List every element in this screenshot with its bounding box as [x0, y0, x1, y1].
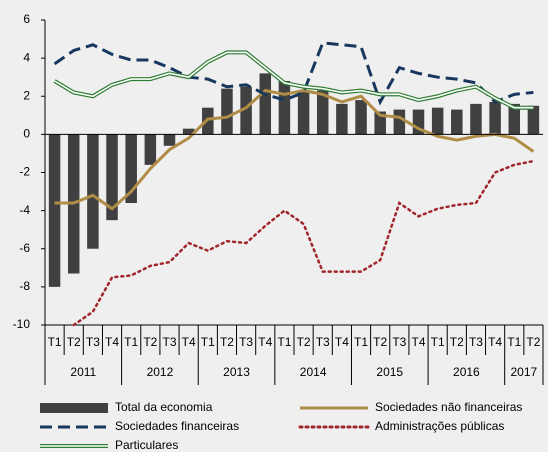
y-tick-label: -4 — [19, 203, 30, 217]
year-label: 2011 — [70, 365, 96, 379]
bar — [240, 86, 252, 135]
bar — [355, 100, 367, 135]
bar — [431, 107, 444, 135]
x-tick-label: T2 — [67, 335, 81, 349]
bar — [374, 111, 386, 135]
x-tick-label: T1 — [201, 335, 215, 349]
bar — [259, 73, 272, 135]
x-tick-label: T4 — [335, 335, 349, 349]
y-tick-label: -6 — [19, 241, 30, 255]
x-tick-label: T3 — [469, 335, 483, 349]
bar — [489, 101, 501, 135]
year-label: 2015 — [376, 365, 403, 379]
bar — [508, 103, 521, 135]
bar — [297, 90, 310, 135]
year-label: 2017 — [510, 365, 537, 379]
bar — [316, 90, 329, 135]
bar — [393, 109, 406, 135]
bar — [125, 134, 137, 203]
y-tick-label: 0 — [23, 127, 30, 141]
bar — [48, 134, 61, 287]
x-tick-label: T2 — [450, 335, 464, 349]
x-tick-label: T2 — [143, 335, 157, 349]
x-tick-label: T1 — [507, 335, 521, 349]
x-tick-label: T3 — [316, 335, 330, 349]
x-tick-label: T1 — [277, 335, 291, 349]
y-tick-label: -2 — [19, 165, 30, 179]
y-tick-label: -8 — [19, 279, 30, 293]
x-tick-label: T1 — [48, 335, 62, 349]
x-tick-label: T1 — [354, 335, 368, 349]
bar — [527, 105, 540, 135]
x-tick-label: T4 — [105, 335, 119, 349]
x-tick-label: T3 — [392, 335, 406, 349]
line-series — [53, 41, 534, 106]
x-tick-label: T2 — [220, 335, 234, 349]
legend-swatch — [40, 403, 108, 413]
year-label: 2013 — [223, 365, 250, 379]
bar — [221, 88, 233, 135]
x-tick-label: T2 — [297, 335, 311, 349]
year-label: 2012 — [147, 365, 174, 379]
bar — [163, 134, 176, 146]
x-tick-label: T4 — [182, 335, 196, 349]
x-tick-label: T1 — [124, 335, 138, 349]
y-tick-label: 6 — [23, 12, 30, 26]
y-tick-label: 2 — [23, 88, 30, 102]
bar — [182, 128, 195, 135]
x-tick-label: T1 — [431, 335, 445, 349]
bar — [451, 109, 463, 135]
x-tick-label: T3 — [86, 335, 100, 349]
legend-label: Sociedades não financeiras — [375, 400, 522, 414]
year-label: 2014 — [300, 365, 327, 379]
line-series — [54, 88, 535, 211]
line-series — [72, 159, 535, 327]
year-label: 2016 — [453, 365, 480, 379]
x-tick-label: T3 — [162, 335, 176, 349]
y-tick-label: 4 — [23, 50, 30, 64]
y-tick-label: -10 — [13, 317, 31, 331]
bar — [144, 134, 157, 165]
x-tick-label: T2 — [373, 335, 387, 349]
bar — [278, 81, 291, 135]
bar — [336, 103, 348, 135]
x-tick-label: T2 — [526, 335, 540, 349]
bar — [87, 134, 99, 249]
bar — [412, 109, 425, 135]
legend-label: Particulares — [115, 438, 178, 452]
x-tick-label: T4 — [411, 335, 425, 349]
legend-label: Sociedades financeiras — [115, 419, 239, 433]
x-tick-label: T3 — [239, 335, 253, 349]
bar — [106, 134, 118, 221]
legend-label: Administrações públicas — [375, 419, 504, 433]
x-tick-label: T4 — [258, 335, 272, 349]
x-tick-label: T4 — [488, 335, 502, 349]
line-series-inner — [54, 51, 534, 109]
legend-label: Total da economia — [115, 400, 213, 414]
bar — [470, 103, 482, 135]
